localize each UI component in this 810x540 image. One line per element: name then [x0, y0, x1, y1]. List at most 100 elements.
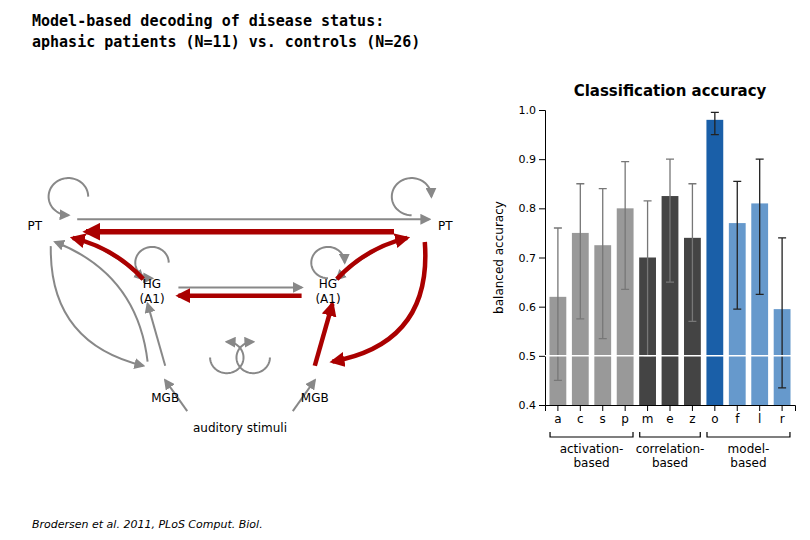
- diagram-loop: [210, 342, 243, 373]
- group-label-line: based: [730, 456, 766, 470]
- x-tick-label: p: [621, 412, 629, 426]
- x-tick-mark: [692, 405, 693, 411]
- error-bar: [576, 184, 584, 319]
- x-tick-label: o: [711, 412, 718, 426]
- y-tick-mark: [539, 258, 545, 259]
- citation-line: Brodersen et al. 2011, PLoS Comput. Biol…: [32, 518, 263, 531]
- group-label-line: correlation-: [636, 442, 705, 456]
- x-tick-label: a: [554, 412, 561, 426]
- y-tick-label: 0.5: [519, 350, 537, 363]
- group-label-line: model-: [728, 442, 770, 456]
- x-tick-label: z: [689, 412, 695, 426]
- chart-title-line: aphasic patients (N=11) vs. controls (N=…: [32, 33, 420, 51]
- x-tick-mark: [714, 405, 715, 411]
- y-tick-mark: [539, 110, 545, 111]
- y-tick: 0.7: [519, 252, 546, 265]
- y-tick-label: 0.7: [519, 252, 537, 265]
- group-bracket: [640, 432, 701, 437]
- diagram-arrow: [337, 238, 407, 279]
- x-tick: c: [577, 405, 584, 426]
- x-tick: f: [735, 405, 740, 426]
- x-tick: r: [780, 405, 785, 426]
- y-axis: 0.4 0.5 0.6 0.7 0.8 0.9 1.0: [519, 104, 546, 412]
- x-tick-mark: [602, 405, 603, 411]
- x-tick: m: [642, 405, 654, 426]
- diagram-arrow: [178, 286, 301, 288]
- x-tick-mark: [759, 405, 760, 411]
- diagram-arrow: [315, 304, 333, 366]
- group-label-line: based: [573, 456, 609, 470]
- y-tick-mark: [539, 159, 545, 160]
- x-tick-label: e: [666, 412, 673, 426]
- y-tick-mark: [539, 356, 545, 357]
- diagram-arrow: [148, 304, 166, 366]
- x-tick-mark: [647, 405, 648, 411]
- chart-title: Model-based decoding of disease status:a…: [32, 12, 420, 51]
- diagram-arrow: [73, 238, 143, 279]
- reference-line: [545, 355, 795, 357]
- group-label-line: based: [652, 456, 688, 470]
- x-tick-mark: [670, 405, 671, 411]
- y-tick-mark: [539, 208, 545, 209]
- x-tick-label: r: [780, 412, 785, 426]
- x-tick: z: [689, 405, 695, 426]
- x-tick: a: [554, 405, 561, 426]
- error-bar: [756, 159, 764, 294]
- diagram-label-line: PT: [27, 218, 42, 232]
- y-axis-title: balanced accuracy: [492, 201, 506, 314]
- y-axis-line: [539, 111, 546, 406]
- y-tick-mark: [539, 405, 545, 406]
- diagram-label: HG(A1): [139, 277, 164, 305]
- x-tick-label: s: [600, 412, 606, 426]
- error-bar: [733, 181, 741, 309]
- y-tick-label: 0.4: [519, 399, 537, 412]
- diagram-loop: [392, 178, 432, 215]
- y-tick-label: 0.8: [519, 202, 537, 215]
- x-tick-mark: [580, 405, 581, 411]
- diagram-label-line: (A1): [315, 291, 340, 305]
- citation: Brodersen et al. 2011, PLoS Comput. Biol…: [32, 518, 263, 531]
- y-tick-label: 0.9: [519, 153, 537, 166]
- diagram-label: MGB: [151, 391, 179, 405]
- diagram-arrow: [51, 246, 143, 366]
- diagram-loop: [49, 178, 89, 215]
- x-tick: s: [600, 405, 606, 426]
- x-tick-mark: [557, 405, 558, 411]
- y-tick: 0.5: [519, 350, 546, 363]
- diagram: PTPTHG(A1)HG(A1)MGBMGBauditory stimuli: [27, 178, 453, 434]
- diagram-loop: [236, 342, 269, 373]
- diagram-arrow: [77, 218, 429, 220]
- diagram-label: HG(A1): [315, 277, 340, 305]
- y-tick: 0.9: [519, 153, 546, 166]
- error-bar: [554, 228, 562, 380]
- error-bar: [778, 238, 786, 388]
- diagram-arrow: [178, 293, 301, 298]
- error-bar: [688, 184, 696, 322]
- diagram-arrow: [332, 242, 425, 362]
- groups: activation-basedcorrelation-basedmodel-b…: [550, 432, 790, 470]
- x-tick-label: f: [735, 412, 740, 426]
- y-tick: 0.8: [519, 202, 546, 215]
- diagram-label: MGB: [301, 391, 329, 405]
- y-tick-mark: [539, 307, 545, 308]
- error-bar: [599, 189, 607, 339]
- error-bar: [644, 201, 652, 356]
- x-axis: acspmezoflr: [546, 405, 796, 426]
- group-bracket: [707, 432, 790, 437]
- error-bar: [711, 112, 719, 134]
- x-tick-label: m: [642, 412, 654, 426]
- group-label-line: activation-: [560, 442, 624, 456]
- x-tick: e: [666, 405, 673, 426]
- x-axis-line: [546, 406, 796, 412]
- x-tick-mark: [737, 405, 738, 411]
- group-bracket: [550, 432, 633, 437]
- plot-title: Classification accuracy: [574, 82, 767, 100]
- diagram-label: PT: [27, 218, 42, 232]
- y-tick-label: 0.6: [519, 301, 537, 314]
- diagram-arrow: [55, 242, 147, 362]
- error-bar: [621, 162, 629, 290]
- y-tick: 1.0: [519, 104, 546, 117]
- x-tick: o: [711, 405, 718, 426]
- x-tick-mark: [625, 405, 626, 411]
- group-label: activation-based: [560, 442, 624, 470]
